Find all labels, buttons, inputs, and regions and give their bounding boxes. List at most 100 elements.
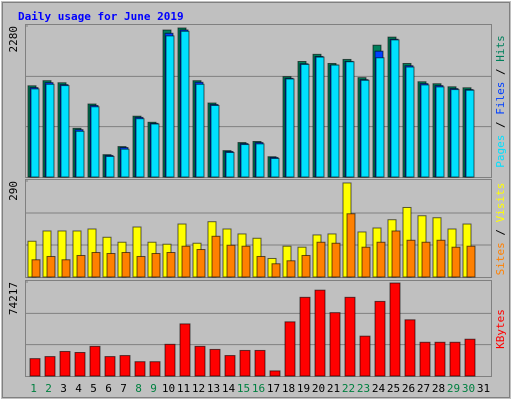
bar — [239, 349, 251, 377]
bar — [271, 263, 281, 278]
bar — [420, 84, 430, 178]
x-tick-label: 2 — [45, 382, 52, 395]
legend: KBytes — [494, 309, 507, 349]
legend: Pages / Files / Hits — [494, 35, 507, 168]
legend-entry: Pages — [494, 135, 507, 168]
bar — [361, 246, 371, 278]
x-tick-label: 18 — [282, 382, 295, 395]
legend: Sites / Visits — [494, 183, 507, 276]
legend-entry: Visits — [494, 183, 507, 223]
bar — [465, 89, 475, 178]
legend-entry: KBytes — [494, 309, 507, 349]
bar — [256, 255, 266, 278]
legend-separator: / — [494, 62, 507, 82]
bar — [119, 355, 131, 377]
bar — [405, 66, 415, 178]
bar — [225, 151, 235, 178]
bar — [270, 157, 280, 178]
bar — [29, 358, 41, 377]
bar — [31, 259, 41, 278]
bar — [301, 254, 311, 278]
chart-title: Daily usage for June 2019 — [18, 10, 184, 23]
x-tick-label: 10 — [162, 382, 175, 395]
bar — [240, 144, 250, 178]
bar — [374, 300, 386, 377]
bar — [164, 343, 176, 377]
x-tick-label: 24 — [372, 382, 386, 395]
bar — [241, 245, 251, 278]
x-tick-label: 4 — [75, 382, 82, 395]
bar — [45, 83, 55, 178]
bar — [76, 254, 86, 278]
bar — [91, 252, 101, 278]
bar — [74, 352, 86, 377]
bar — [359, 335, 371, 377]
bar — [254, 349, 266, 377]
y-tick-label: 74217 — [7, 282, 20, 315]
bar — [255, 143, 265, 178]
legend-entry: Files — [494, 82, 507, 115]
x-tick-label: 6 — [105, 382, 112, 395]
bar — [436, 239, 446, 278]
bar — [181, 245, 191, 278]
bar — [151, 252, 161, 278]
bar — [44, 356, 56, 377]
bar — [61, 259, 71, 278]
x-tick-label: 3 — [60, 382, 67, 395]
bar — [166, 252, 176, 278]
x-tick-label: 25 — [387, 382, 400, 395]
bar — [149, 361, 161, 377]
bar — [360, 79, 370, 178]
bar — [210, 104, 220, 178]
bar — [284, 321, 296, 377]
x-tick-label: 13 — [207, 382, 220, 395]
x-tick-label: 27 — [417, 382, 430, 395]
bar — [300, 63, 310, 178]
bar — [450, 89, 460, 178]
x-tick-label: 12 — [192, 382, 205, 395]
bar — [451, 246, 461, 278]
x-tick-label: 17 — [267, 382, 280, 395]
bar — [89, 345, 101, 377]
legend-entry: Sites — [494, 242, 507, 275]
bar — [331, 242, 341, 278]
x-tick-label: 14 — [222, 382, 236, 395]
x-tick-label: 16 — [252, 382, 265, 395]
bar — [285, 78, 295, 178]
x-tick-label: 31 — [477, 382, 490, 395]
bar — [464, 338, 476, 377]
x-tick-label: 22 — [342, 382, 355, 395]
bar — [46, 255, 56, 278]
bar — [286, 260, 296, 278]
bar — [165, 35, 175, 178]
bar — [345, 61, 355, 178]
bar — [75, 130, 85, 178]
bar — [59, 350, 71, 377]
bar — [406, 239, 416, 278]
bar — [194, 345, 206, 377]
bar — [376, 241, 386, 278]
x-tick-label: 7 — [120, 382, 127, 395]
x-tick-label: 15 — [237, 382, 250, 395]
x-tick-label: 26 — [402, 382, 415, 395]
x-tick-label: 20 — [312, 382, 325, 395]
bar — [434, 341, 446, 377]
bar — [209, 348, 221, 377]
bar — [120, 148, 130, 178]
y-tick-label: 290 — [7, 181, 20, 201]
bar — [90, 106, 100, 178]
bar — [330, 64, 340, 178]
x-tick-label: 19 — [297, 382, 310, 395]
bar — [314, 289, 326, 377]
bar — [179, 323, 191, 377]
bar — [121, 252, 131, 278]
x-tick-label: 8 — [135, 382, 142, 395]
bar — [226, 244, 236, 278]
bar — [329, 312, 341, 377]
bar — [196, 249, 206, 278]
bar — [346, 213, 356, 278]
bar — [375, 57, 385, 178]
bar — [134, 361, 146, 377]
